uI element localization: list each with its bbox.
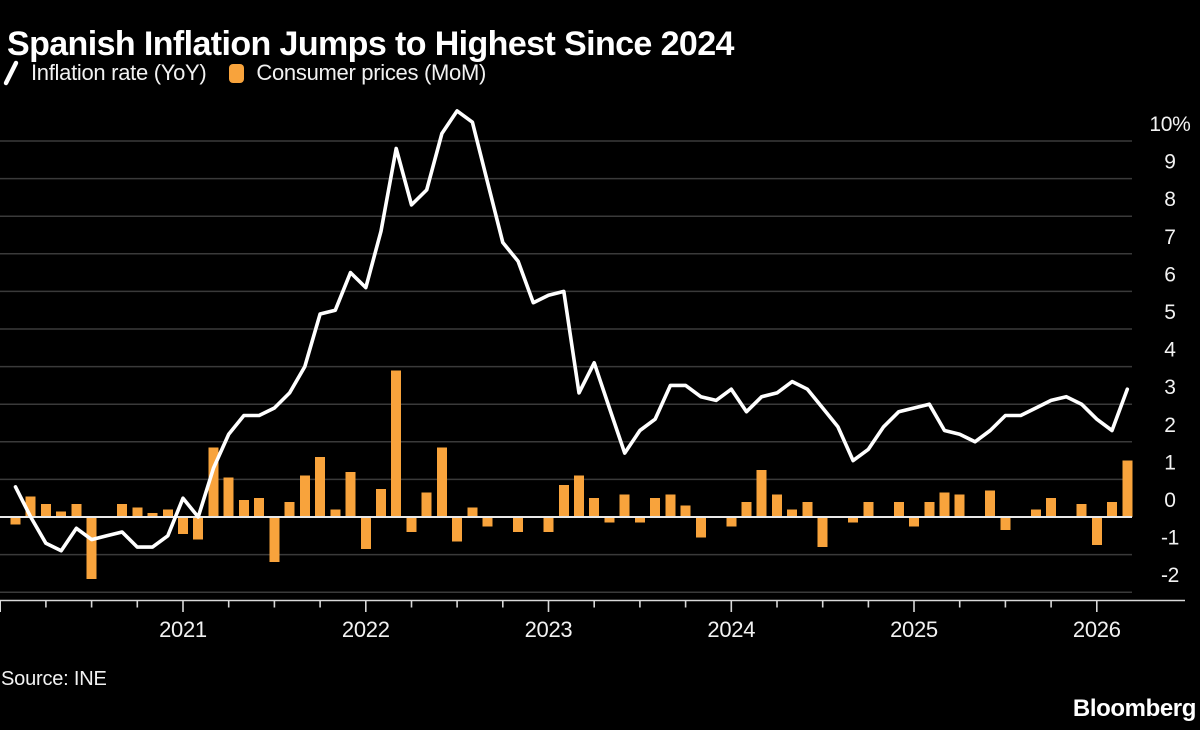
y-axis-label: 4 (1164, 339, 1176, 362)
mom-bar (543, 517, 554, 532)
mom-bar (71, 503, 82, 517)
mom-bar (589, 498, 600, 517)
mom-bar (40, 503, 51, 517)
y-axis-label: -1 (1161, 527, 1179, 550)
legend-item-yoy: Inflation rate (YoY) (3, 60, 207, 86)
mom-bar (1091, 517, 1102, 546)
x-axis-year-label: 2026 (1073, 617, 1121, 642)
mom-bar (802, 502, 813, 517)
mom-bar (391, 370, 402, 517)
y-axis-label: 6 (1164, 263, 1175, 286)
mom-bar (452, 517, 463, 542)
x-axis-year-label: 2022 (342, 617, 390, 642)
mom-bar (726, 517, 737, 527)
mom-bar (741, 502, 752, 517)
mom-bar (634, 517, 645, 523)
mom-bar (299, 475, 310, 517)
mom-bar (56, 511, 67, 517)
mom-bar (619, 494, 630, 517)
mom-bar (924, 502, 935, 517)
mom-bar (330, 509, 341, 517)
mom-bar (436, 447, 447, 517)
mom-bar (269, 517, 280, 563)
mom-bar (680, 505, 691, 517)
mom-bar (604, 517, 615, 523)
source-label: Source: INE (1, 668, 107, 690)
yoy-line (13, 109, 1130, 553)
mom-bar (208, 447, 219, 517)
mom-bar (954, 494, 965, 517)
bloomberg-logo: Bloomberg (1072, 695, 1196, 722)
mom-bar (1122, 460, 1133, 517)
y-axis-label: 5 (1164, 301, 1175, 324)
mom-bar (1030, 509, 1041, 517)
x-axis-year-label: 2023 (525, 617, 573, 642)
mom-bar (467, 507, 478, 517)
y-axis-label: 2 (1164, 414, 1175, 437)
y-axis-label: 7 (1164, 226, 1175, 249)
y-axis-label: -2 (1161, 564, 1179, 587)
mom-bar (254, 498, 265, 517)
mom-bar (558, 485, 569, 517)
mom-bar (574, 475, 584, 517)
mom-bar (117, 503, 128, 517)
y-axis-label: 10% (1149, 113, 1190, 136)
mom-bar (985, 490, 996, 517)
x-axis-year-label: 2021 (159, 617, 207, 642)
y-axis-label: 3 (1164, 376, 1175, 399)
page-title: Spanish Inflation Jumps to Highest Since… (7, 24, 734, 63)
mom-bar (787, 509, 798, 517)
mom-bar (223, 477, 234, 517)
mom-bar (482, 517, 493, 527)
mom-bar (86, 517, 97, 579)
mom-bar (284, 502, 295, 517)
mom-bar (695, 517, 706, 538)
y-axis-label: 0 (1164, 489, 1175, 512)
mom-bar (132, 507, 143, 517)
mom-bar (406, 517, 417, 532)
mom-bar (1046, 498, 1057, 517)
mom-bar (162, 509, 173, 517)
mom-bar (939, 492, 950, 517)
legend: Inflation rate (YoY) Consumer prices (Mo… (3, 60, 486, 86)
line-swatch-icon (3, 60, 19, 86)
mom-bar (193, 517, 204, 540)
mom-bar (1000, 517, 1011, 531)
bar-swatch-icon (229, 63, 245, 83)
mom-bar (893, 502, 904, 517)
y-axis-label: 8 (1164, 188, 1175, 211)
legend-label-mom: Consumer prices (MoM) (256, 60, 487, 85)
mom-bar (817, 517, 828, 548)
mom-bar (25, 496, 36, 517)
mom-bar (421, 492, 432, 517)
mom-bar (513, 517, 524, 532)
legend-item-mom: Consumer prices (MoM) (229, 60, 486, 86)
inflation-chart: 10% 9 8 7 6 5 4 3 2 1 0 -1 -2 2021 2022 2023 2024 2025 202… (0, 109, 1191, 642)
x-axis-year-label: 2025 (890, 617, 938, 642)
mom-bar (665, 494, 676, 517)
mom-bar (1076, 503, 1087, 517)
mom-bar (238, 500, 249, 517)
mom-bar (315, 456, 326, 517)
mom-bar (178, 517, 188, 534)
mom-bar (10, 517, 21, 525)
x-axis-year-label: 2024 (707, 617, 755, 642)
mom-bar (376, 488, 386, 517)
mom-bar (360, 517, 371, 549)
y-axis-label: 1 (1164, 451, 1175, 474)
y-axis-label: 9 (1164, 151, 1175, 174)
mom-bar (863, 502, 874, 517)
mom-bar (345, 471, 356, 517)
mom-bar (756, 470, 767, 517)
mom-bar (848, 517, 859, 523)
mom-bar (909, 517, 919, 527)
mom-bar (1107, 502, 1117, 517)
mom-bar (772, 494, 782, 517)
mom-bar (147, 513, 158, 517)
legend-label-yoy: Inflation rate (YoY) (31, 60, 207, 85)
mom-bar (650, 498, 661, 517)
